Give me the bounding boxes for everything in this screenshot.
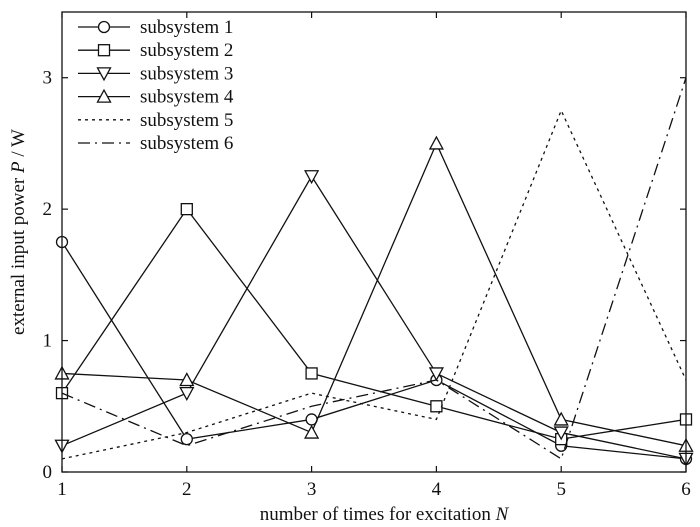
legend-label: subsystem 2	[140, 40, 233, 61]
data-point	[553, 411, 569, 426]
series-markers-3	[54, 170, 694, 467]
data-point	[305, 367, 318, 380]
series-line-5	[62, 108, 686, 460]
data-point	[430, 400, 443, 413]
data-point	[180, 432, 193, 446]
x-axis-label: number of times for excitation N	[260, 504, 510, 525]
series-1	[62, 241, 686, 460]
series-line-6	[62, 77, 686, 460]
legend-label: subsystem 6	[140, 133, 233, 154]
data-point	[553, 426, 569, 441]
legend-marker	[96, 88, 112, 103]
x-tick-label: 2	[182, 479, 192, 500]
legend-entry: subsystem 1	[78, 17, 233, 38]
data-point	[304, 170, 320, 185]
legend-label: subsystem 3	[140, 63, 233, 84]
data-point	[179, 372, 195, 387]
series-line-1	[62, 241, 686, 460]
data-point	[428, 367, 444, 382]
plot-area	[54, 77, 694, 467]
x-tick-label: 3	[307, 479, 317, 500]
legend-marker	[97, 44, 111, 57]
legend-entry: subsystem 6	[78, 133, 233, 154]
legend-label: subsystem 5	[140, 110, 233, 131]
x-tick-label: 1	[57, 479, 67, 500]
x-tick-label: 5	[556, 479, 566, 500]
legend-entry: subsystem 5	[78, 110, 233, 131]
y-axis-label-variable: P	[8, 161, 29, 174]
legend-marker	[97, 20, 111, 34]
series-line-2	[62, 208, 686, 440]
x-axis-label-variable: N	[495, 504, 510, 525]
legend-entry: subsystem 2	[78, 40, 233, 61]
series-line-3	[62, 175, 686, 460]
y-axis-label-text: external input power	[8, 173, 29, 335]
x-axis-label-text: number of times for excitation	[260, 504, 496, 525]
series-6	[62, 77, 686, 460]
x-tick-label: 6	[681, 479, 691, 500]
legend-marker	[96, 67, 112, 82]
series-5	[62, 108, 686, 460]
y-tick-label: 0	[43, 462, 53, 483]
axes-frame	[61, 11, 687, 473]
series-3	[62, 175, 686, 460]
y-tick-label: 2	[43, 199, 53, 220]
legend-label: subsystem 1	[140, 17, 233, 38]
x-tick-label: 4	[432, 479, 442, 500]
legend-entry: subsystem 4	[78, 87, 234, 108]
y-tick-label: 3	[43, 68, 53, 89]
legend-entry: subsystem 3	[78, 63, 233, 84]
data-point	[304, 424, 320, 439]
data-point	[179, 386, 195, 402]
y-tick-label: 1	[43, 331, 53, 352]
y-axis-label: external input power P / W	[8, 129, 29, 335]
y-axis-label-unit: / W	[8, 129, 29, 161]
data-point	[428, 135, 444, 150]
legend-label: subsystem 4	[140, 87, 234, 108]
series-2	[62, 208, 686, 440]
data-point	[180, 202, 193, 216]
series-line-4	[62, 141, 686, 447]
series-markers-4	[54, 135, 694, 452]
series-4	[62, 141, 686, 447]
